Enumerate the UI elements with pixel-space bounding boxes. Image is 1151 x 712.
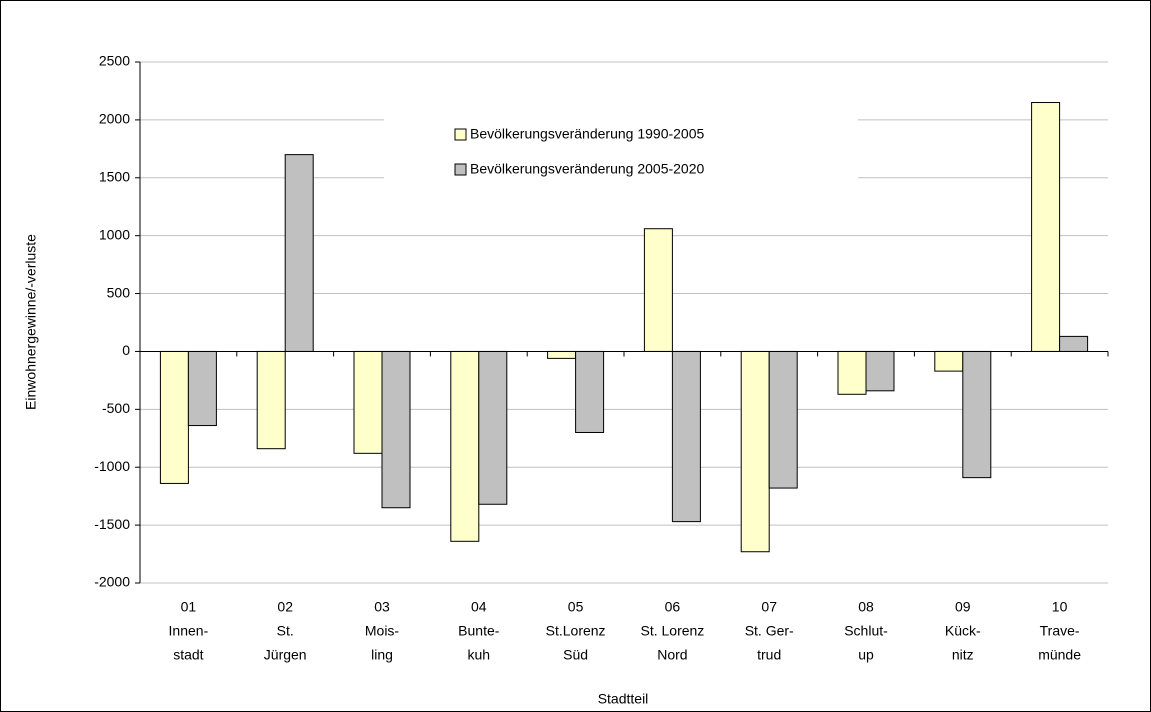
x-axis-title: Stadtteil — [598, 691, 649, 707]
bar — [1031, 102, 1061, 352]
x-tick-label: St. Lorenz — [640, 623, 704, 639]
bar — [671, 350, 701, 523]
x-tick-label: kuh — [468, 647, 491, 663]
x-tick-label: nitz — [952, 647, 974, 663]
legend-label: Bevölkerungsveränderung 1990-2005 — [470, 126, 704, 142]
y-tick-label: 1000 — [99, 226, 130, 242]
bar — [962, 350, 992, 479]
x-tick-label: 08 — [858, 599, 874, 615]
x-tick-label: Süd — [563, 647, 588, 663]
y-tick-label: -2000 — [94, 574, 130, 590]
bar — [478, 350, 508, 505]
bar — [575, 350, 605, 433]
x-tick-label: Jürgen — [264, 647, 307, 663]
bar — [865, 350, 895, 392]
x-tick-label: up — [858, 647, 874, 663]
y-tick-label: 0 — [122, 342, 130, 358]
x-tick-label: 06 — [665, 599, 681, 615]
bar — [768, 350, 798, 489]
x-tick-label: Mois- — [365, 623, 400, 639]
x-tick-label: ling — [371, 647, 393, 663]
bar — [1059, 335, 1089, 352]
x-tick-label: 02 — [277, 599, 293, 615]
bar — [547, 350, 577, 359]
y-tick-label: 2500 — [99, 53, 130, 69]
x-tick-label: 01 — [181, 599, 197, 615]
x-tick-label: Innen- — [169, 623, 209, 639]
x-tick-label: 03 — [374, 599, 390, 615]
x-tick-label: Trave- — [1040, 623, 1080, 639]
y-tick-label: 500 — [107, 284, 131, 300]
y-axis-title: Einwohnergewinne/-verluste — [23, 234, 39, 410]
x-tick-label: St. — [277, 623, 294, 639]
bar — [256, 350, 286, 450]
bar — [353, 350, 383, 454]
y-tick-label: -1000 — [94, 458, 130, 474]
bar — [934, 350, 964, 372]
x-tick-label: stadt — [173, 647, 203, 663]
legend-label: Bevölkerungsveränderung 2005-2020 — [470, 161, 704, 177]
bar — [187, 350, 217, 427]
bar — [450, 350, 480, 542]
y-tick-label: 1500 — [99, 168, 130, 184]
legend-swatch — [454, 163, 467, 176]
y-tick-label: -1500 — [94, 516, 130, 532]
x-tick-label: Kück- — [945, 623, 981, 639]
x-tick-label: 07 — [761, 599, 777, 615]
legend-swatch — [454, 128, 467, 141]
x-tick-label: Bunte- — [458, 623, 500, 639]
x-tick-label: St. Ger- — [745, 623, 794, 639]
x-tick-label: 05 — [568, 599, 584, 615]
x-tick-label: Schlut- — [844, 623, 888, 639]
y-tick-label: -500 — [102, 400, 130, 416]
y-tick-label: 2000 — [99, 111, 130, 127]
x-tick-label: münde — [1038, 647, 1081, 663]
x-tick-label: 04 — [471, 599, 487, 615]
x-tick-label: trud — [757, 647, 781, 663]
bar — [643, 228, 673, 352]
x-tick-label: Nord — [657, 647, 687, 663]
bar — [284, 154, 314, 352]
x-tick-label: 09 — [955, 599, 971, 615]
bar — [837, 350, 867, 395]
bar — [381, 350, 411, 509]
x-tick-label: 10 — [1052, 599, 1068, 615]
bar — [159, 350, 189, 484]
bar — [740, 350, 770, 553]
x-tick-label: St.Lorenz — [546, 623, 606, 639]
